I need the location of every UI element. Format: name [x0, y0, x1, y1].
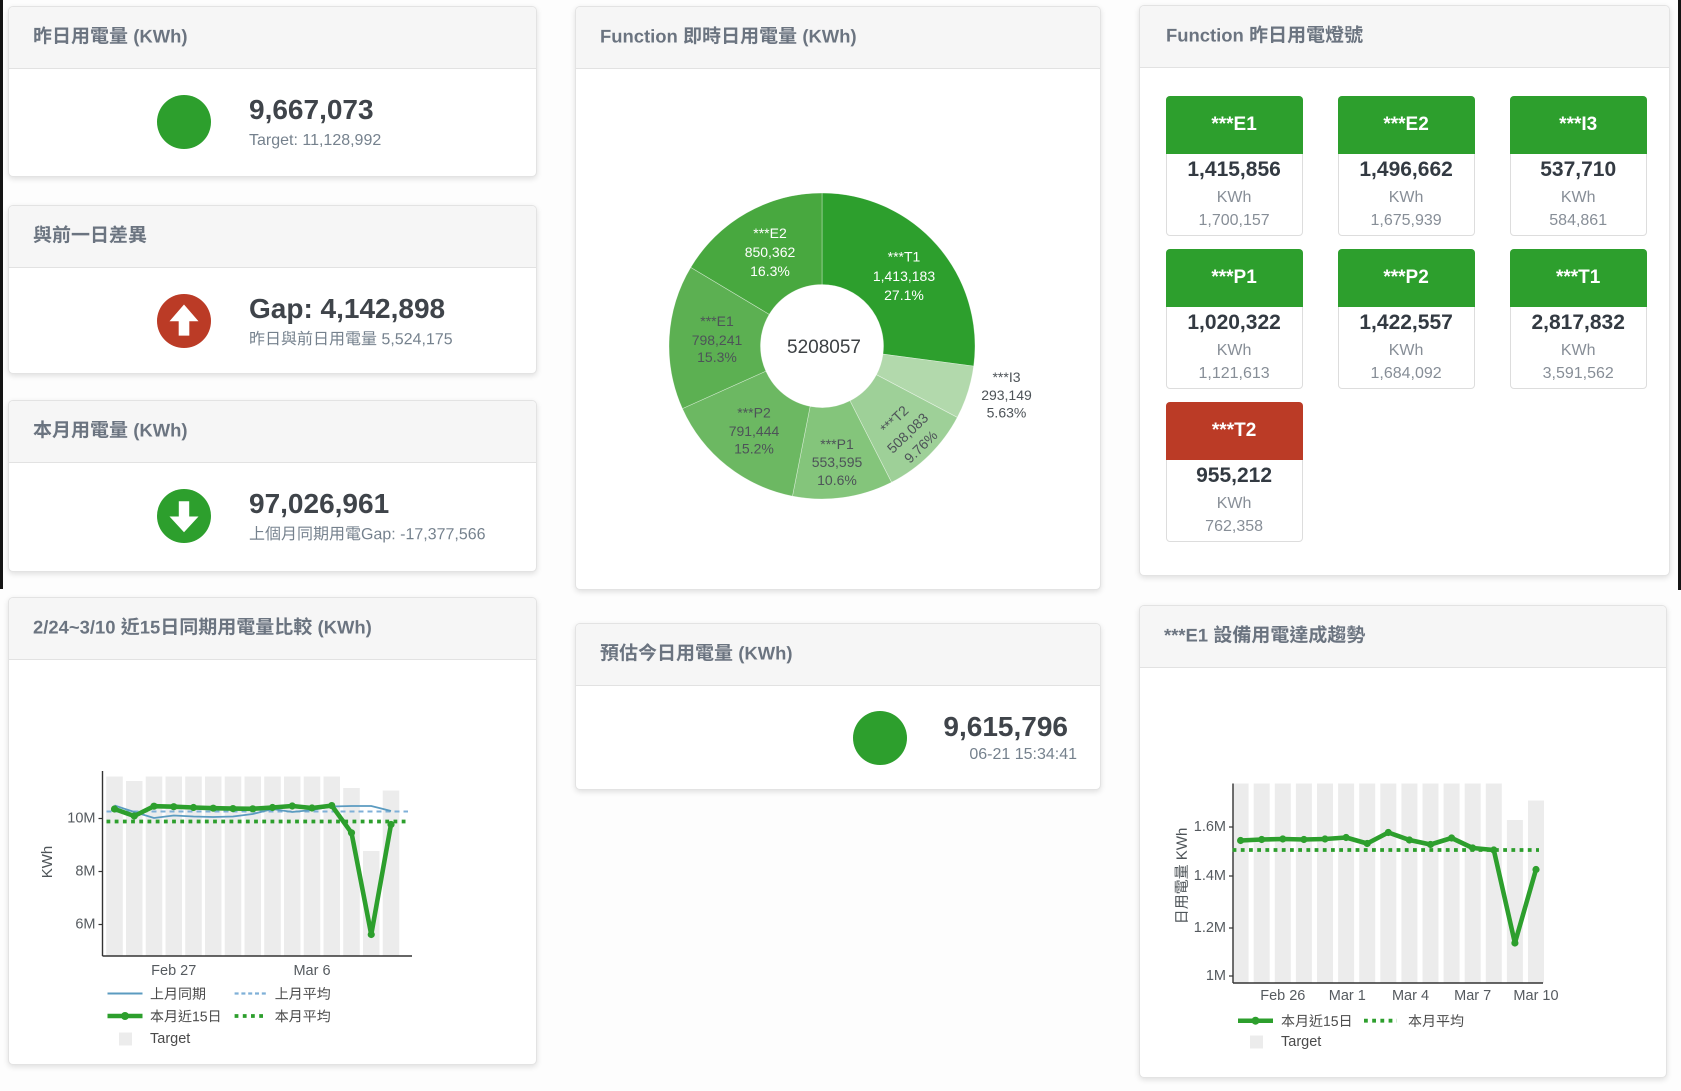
svg-text:15.2%: 15.2%	[734, 441, 774, 457]
svg-text:Mar 10: Mar 10	[1513, 988, 1558, 1004]
svg-text:5.63%: 5.63%	[987, 405, 1027, 421]
svg-text:***P1: ***P1	[820, 436, 854, 452]
svg-text:Mar 7: Mar 7	[1454, 988, 1491, 1004]
svg-text:27.1%: 27.1%	[884, 287, 924, 303]
svg-text:Mar 1: Mar 1	[1329, 988, 1366, 1004]
svg-text:8M: 8M	[75, 864, 95, 880]
svg-text:15.3%: 15.3%	[697, 349, 737, 365]
svg-text:850,362: 850,362	[745, 244, 796, 260]
svg-text:1.6M: 1.6M	[1194, 819, 1226, 835]
svg-text:1,413,183: 1,413,183	[873, 268, 935, 284]
svg-text:***E2: ***E2	[753, 225, 787, 241]
svg-text:6M: 6M	[75, 917, 95, 933]
svg-text:Feb 27: Feb 27	[151, 963, 196, 979]
svg-text:791,444: 791,444	[729, 423, 780, 439]
svg-text:5208057: 5208057	[787, 337, 861, 358]
svg-text:1.4M: 1.4M	[1194, 868, 1226, 884]
svg-text:Target: Target	[1281, 1034, 1321, 1050]
svg-text:***T1: ***T1	[888, 249, 921, 265]
svg-text:Target: Target	[150, 1031, 190, 1047]
svg-text:553,595: 553,595	[812, 454, 863, 470]
svg-text:10M: 10M	[67, 811, 95, 827]
svg-text:10.6%: 10.6%	[817, 472, 857, 488]
svg-text:16.3%: 16.3%	[750, 263, 790, 279]
svg-text:Feb 26: Feb 26	[1260, 988, 1305, 1004]
svg-text:***I3: ***I3	[992, 369, 1020, 385]
svg-text:Mar 4: Mar 4	[1392, 988, 1429, 1004]
svg-text:***E1: ***E1	[700, 313, 734, 329]
svg-text:Mar 6: Mar 6	[293, 963, 330, 979]
svg-text:798,241: 798,241	[692, 332, 743, 348]
svg-text:***P2: ***P2	[737, 405, 771, 421]
svg-text:KWh: KWh	[39, 846, 56, 879]
svg-text:293,149: 293,149	[981, 387, 1032, 403]
svg-text:1.2M: 1.2M	[1194, 920, 1226, 936]
svg-text:1M: 1M	[1206, 968, 1226, 984]
